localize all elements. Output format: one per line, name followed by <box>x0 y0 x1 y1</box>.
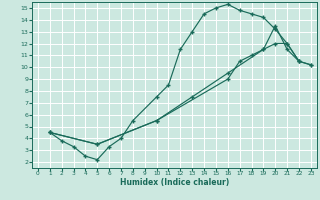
X-axis label: Humidex (Indice chaleur): Humidex (Indice chaleur) <box>120 178 229 187</box>
